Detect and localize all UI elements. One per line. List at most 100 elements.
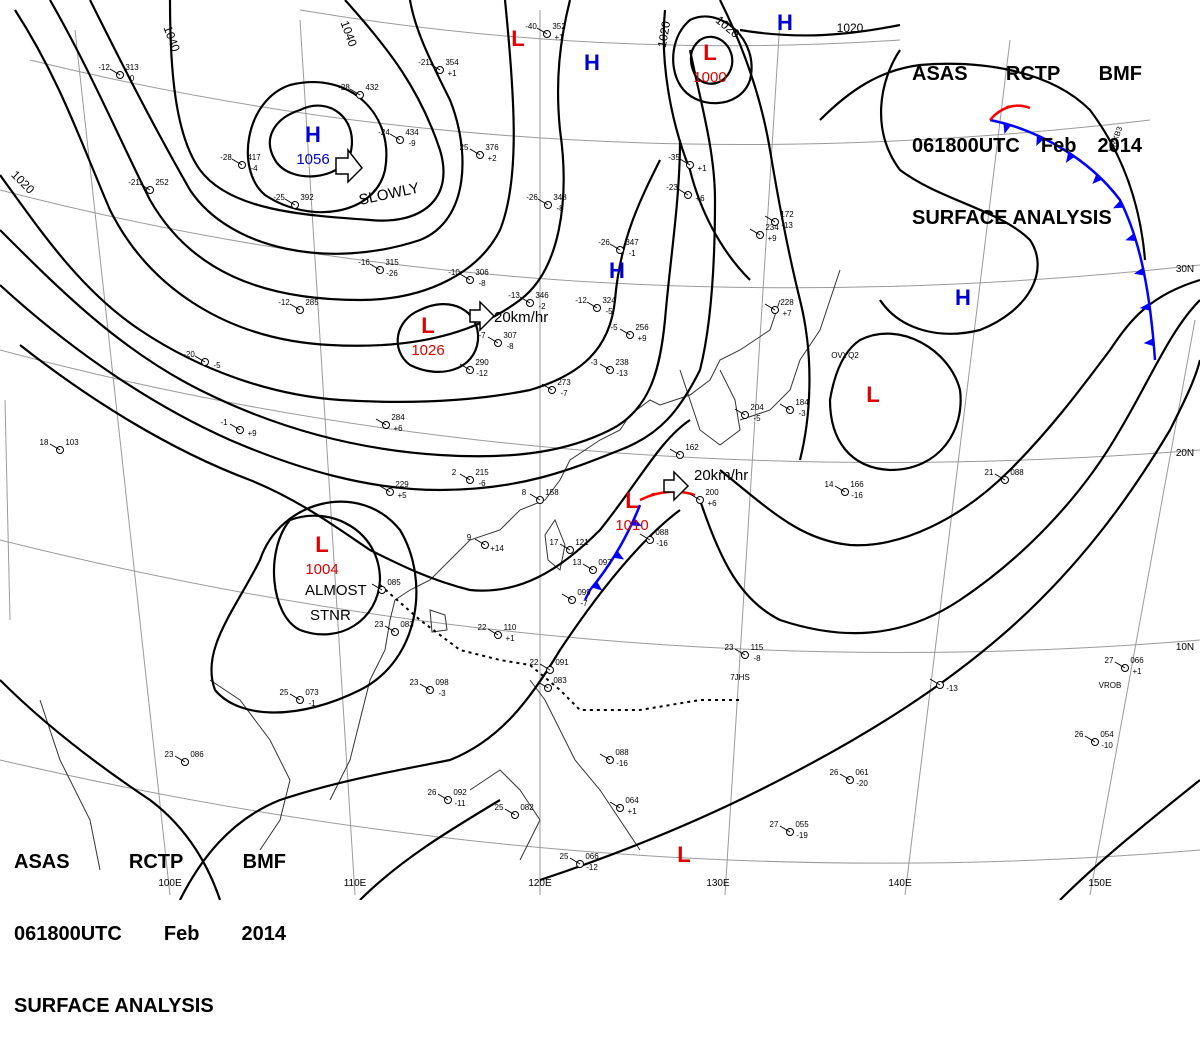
station-plot: 099-7 (561, 588, 591, 608)
station-tendency: +1 (1132, 667, 1142, 676)
low-pressure-symbol: L (625, 488, 638, 513)
station-plot: 290-12 (459, 358, 489, 378)
wind-barb-icon (289, 693, 301, 701)
wind-barb-icon (734, 408, 746, 416)
coast-korea (679, 369, 741, 446)
station-pressure: 099 (577, 588, 591, 597)
station-plot: 23 083 (375, 620, 414, 636)
isobar-1020-ne (719, 0, 811, 461)
station-pressure: 417 (247, 153, 261, 162)
warm-front-semicircle-icon (1004, 105, 1012, 109)
station-tendency: -5 (605, 307, 613, 316)
trough-line (379, 584, 740, 711)
wind-barb-icon (194, 355, 206, 363)
isobar-1036 (49, 0, 515, 302)
wind-barb-icon (582, 563, 594, 571)
station-pressure: 392 (300, 193, 314, 202)
station-tendency: -16 (616, 759, 628, 768)
station-plot: 2 215 -6 (452, 468, 489, 488)
isobar-1032 (14, 0, 572, 347)
wind-barb-icon (437, 793, 449, 801)
isobar-l1004-b (210, 500, 418, 714)
wind-barb-icon (289, 303, 301, 311)
wind-barb-icon (734, 648, 746, 656)
station-tendency: -1 (628, 249, 636, 258)
wind-barb-icon (689, 493, 701, 501)
wind-barb-icon (174, 755, 186, 763)
station-temp: -3 (590, 358, 598, 367)
footer-code: BMF (242, 851, 286, 873)
wind-barb-icon (229, 423, 241, 431)
station-temp: 22 (530, 658, 539, 667)
high-pressure-symbol: H (777, 10, 793, 35)
wind-barb-icon (375, 418, 387, 426)
station-pressure: 234 (765, 223, 779, 232)
station-plot: -26 348 -8 (526, 193, 567, 213)
low-pressure-symbol: L (315, 532, 328, 557)
station-plot: -12 324 -5 (575, 296, 616, 316)
isobar-label: 1020 (655, 20, 673, 49)
station-temp: 22 (478, 623, 487, 632)
station-plot: -21 252 (128, 178, 169, 194)
header-line1: ASAS RCTP BMF (912, 62, 1142, 86)
station-plot: 204-5 (734, 403, 764, 423)
isobar-l1000-a (689, 35, 734, 85)
parallel-50n (299, 9, 901, 47)
station-tendency: -20 (856, 779, 868, 788)
isobar-1020-n (662, 9, 751, 281)
station-tendency: -6 (478, 479, 486, 488)
station-tendency: -26 (386, 269, 398, 278)
high-pressure-symbol: H (584, 50, 600, 75)
wind-barb-icon (561, 593, 573, 601)
station-tendency: -13 (946, 684, 958, 693)
station-pressure: 073 (305, 688, 319, 697)
station-pressure: 284 (391, 413, 405, 422)
station-pressure: 088 (655, 528, 669, 537)
station-temp: -12 (278, 298, 290, 307)
station-pressure: 184 (795, 398, 809, 407)
station-temp: 14 (825, 480, 834, 489)
wind-barb-icon (139, 183, 151, 191)
station-plot: 200+6 (689, 488, 719, 508)
station-temp: -1 (220, 418, 228, 427)
isobar-1012 (539, 359, 1200, 882)
coast-philippines (529, 679, 641, 851)
station-temp: -13 (508, 291, 520, 300)
wind-barb-icon (379, 485, 391, 493)
station-temp: 25 (460, 143, 469, 152)
station-plot: -3 238 -13 (590, 358, 629, 378)
station-temp: -12 (575, 296, 587, 305)
wind-barb-icon (419, 683, 431, 691)
wind-barb-icon (599, 363, 611, 371)
cold-front-triangle-icon (1125, 233, 1137, 242)
pressure-value: 1056 (296, 151, 329, 168)
meridian-130e (724, 19, 781, 896)
parallel-30n (0, 189, 1200, 289)
station-tendency: -3 (798, 409, 806, 418)
station-plot: 172-13 (764, 210, 794, 230)
ship-id-label: VROB (1099, 681, 1122, 690)
header-title: SURFACE ANALYSIS (912, 207, 1112, 229)
isobar-label: 1040 (338, 19, 360, 49)
longitude-label: 100E (158, 878, 182, 889)
station-tendency: +1 (447, 69, 457, 78)
station-pressure: 376 (485, 143, 499, 152)
cold-front-south (583, 504, 642, 601)
meridian-140e (904, 39, 1011, 896)
footer-center: RCTP (128, 851, 184, 873)
wind-barb-icon (109, 68, 121, 76)
wind-barb-icon (569, 857, 581, 865)
isobar-1020-w (0, 49, 717, 492)
station-temp: 25 (560, 852, 569, 861)
station-temp: -26 (598, 238, 610, 247)
graticule (0, 9, 1200, 896)
wind-barb-icon (487, 628, 499, 636)
station-tendency: -1 (308, 699, 316, 708)
station-temp: -5 (610, 323, 618, 332)
cold-front-triangle-icon (592, 581, 603, 591)
station-pressure: 121 (575, 538, 589, 547)
isobar-lower-east (1059, 779, 1200, 900)
station-pressure: 066 (585, 852, 599, 861)
wind-barb-icon (389, 133, 401, 141)
station-plot: 26 061 -20 (830, 768, 870, 788)
